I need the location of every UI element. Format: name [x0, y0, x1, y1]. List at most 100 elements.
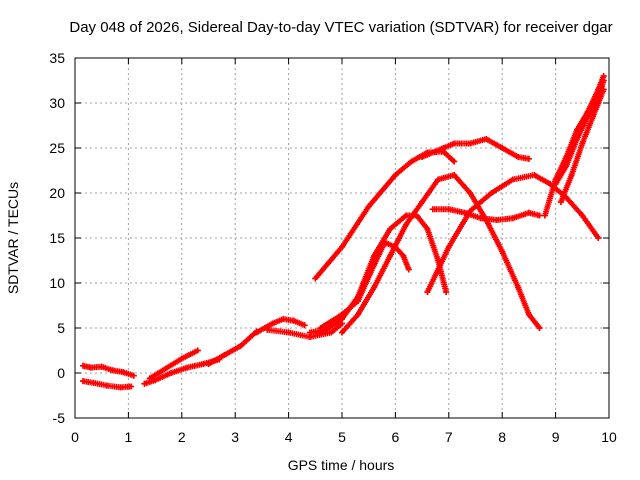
data-point	[461, 209, 468, 216]
series-track-6	[253, 316, 308, 336]
series-track-7	[264, 320, 345, 340]
y-tick-label: 30	[49, 95, 65, 111]
data-point	[443, 289, 450, 295]
data-point	[424, 226, 431, 232]
x-tick-label: 10	[601, 429, 617, 445]
data-point	[387, 226, 394, 232]
data-point	[146, 375, 153, 382]
data-point	[98, 363, 105, 370]
x-tick-label: 7	[445, 429, 453, 445]
data-point	[269, 320, 276, 327]
data-point	[584, 113, 591, 120]
data-point	[80, 362, 87, 369]
data-point	[306, 329, 313, 336]
data-point	[141, 380, 148, 387]
data-point	[403, 221, 410, 228]
x-tick-label: 1	[125, 429, 133, 445]
data-point	[568, 172, 575, 178]
data-point	[600, 86, 607, 93]
data-point	[90, 379, 97, 386]
data-point	[600, 77, 607, 84]
data-point	[301, 322, 308, 329]
data-point	[451, 172, 458, 178]
data-point	[355, 298, 362, 304]
data-point	[440, 145, 447, 151]
data-point	[525, 209, 532, 216]
series-track-1	[80, 362, 137, 379]
data-point	[509, 215, 516, 222]
data-point	[515, 284, 522, 291]
x-tick-label: 4	[285, 429, 293, 445]
data-point	[451, 140, 458, 147]
data-point	[563, 163, 570, 169]
data-point	[573, 136, 580, 142]
data-point	[467, 190, 474, 196]
series-track-17	[557, 86, 607, 205]
data-point	[178, 355, 185, 362]
data-point	[162, 365, 169, 372]
data-point	[403, 212, 410, 219]
data-point	[589, 113, 596, 120]
data-point	[387, 253, 394, 259]
data-point	[408, 158, 415, 165]
data-point	[515, 154, 522, 160]
data-point	[419, 199, 426, 205]
data-point	[371, 284, 378, 291]
data-point	[579, 212, 586, 219]
data-point	[400, 253, 407, 259]
data-point	[483, 136, 490, 142]
series-track-12	[339, 172, 543, 336]
data-point	[88, 364, 95, 371]
y-tick-label: 10	[49, 275, 65, 291]
data-point	[552, 181, 559, 187]
data-point	[168, 370, 175, 376]
data-point	[339, 244, 345, 250]
data-point	[104, 382, 111, 389]
x-tick-label: 3	[231, 429, 239, 445]
data-point	[429, 206, 436, 213]
series-track-9	[419, 136, 532, 162]
series-track-5	[205, 328, 260, 367]
y-axis-label: SDTVAR / TECUs	[5, 182, 21, 294]
data-point	[184, 364, 191, 371]
data-point	[557, 199, 564, 205]
data-point	[221, 352, 228, 358]
data-point	[264, 326, 271, 333]
data-point	[130, 372, 137, 379]
data-point	[328, 329, 335, 336]
data-point	[445, 206, 452, 213]
series-track-4	[146, 347, 201, 382]
data-point	[536, 212, 543, 219]
data-point	[525, 311, 532, 318]
data-point	[194, 347, 201, 354]
data-point	[280, 316, 287, 322]
y-tick-label: 25	[49, 140, 65, 156]
data-point	[237, 343, 244, 349]
x-tick-label: 8	[498, 429, 506, 445]
data-point	[536, 325, 543, 331]
y-tick-label: -5	[53, 410, 66, 426]
series-track-2	[80, 378, 135, 391]
x-tick-label: 2	[178, 429, 186, 445]
chart-title: Day 048 of 2026, Sidereal Day-to-day VTE…	[69, 19, 612, 36]
data-point	[200, 361, 207, 367]
y-tick-label: 20	[49, 185, 65, 201]
data-point	[205, 361, 212, 367]
data-point	[509, 176, 516, 183]
data-point	[499, 145, 506, 151]
data-point	[365, 203, 372, 210]
data-point	[595, 235, 602, 241]
data-point	[339, 311, 345, 318]
data-point	[80, 378, 87, 385]
y-tick-label: 0	[57, 365, 65, 381]
data-point	[317, 325, 324, 331]
data-point	[117, 384, 124, 391]
data-point	[355, 311, 362, 318]
grid-lines	[75, 58, 609, 418]
series-track-11	[317, 239, 412, 331]
data-point	[381, 239, 388, 246]
data-point	[579, 140, 586, 147]
data-point	[467, 140, 474, 147]
